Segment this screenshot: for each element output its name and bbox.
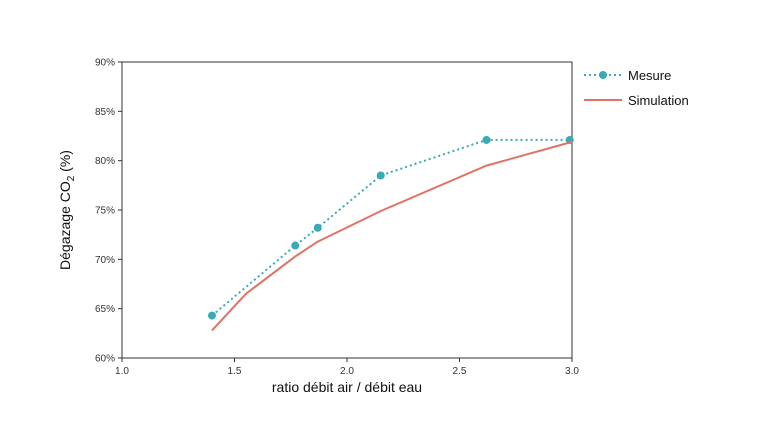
x-tick-label: 1.5	[228, 366, 242, 377]
legend: Mesure Simulation	[584, 68, 689, 108]
y-tick-label: 80%	[95, 156, 115, 167]
x-tick-label: 2.0	[340, 366, 354, 377]
x-tick-label: 1.0	[115, 366, 129, 377]
y-tick-label: 90%	[95, 58, 115, 69]
plot-area-frame	[121, 61, 573, 359]
series-line-simulation	[211, 140, 573, 332]
data-point-mesure	[208, 311, 216, 320]
legend-item-simulation: Simulation	[584, 93, 689, 108]
x-tick-label: 3.0	[565, 366, 579, 377]
y-axis-title: Dégazage CO2 (%)	[57, 150, 77, 270]
legend-item-mesure: Mesure	[584, 68, 671, 83]
legend-label-mesure: Mesure	[628, 68, 671, 83]
y-tick-label: 60%	[95, 354, 115, 365]
y-tick-label: 70%	[95, 255, 115, 266]
data-point-mesure	[482, 135, 491, 144]
y-axis: 60% 65% 70% 75% 80% 85% 90%	[95, 58, 122, 365]
legend-swatch-mesure-marker	[599, 71, 607, 79]
y-axis-title-subscript: 2	[66, 175, 77, 181]
x-tick-label: 2.5	[453, 366, 467, 377]
x-axis-title: ratio débit air / débit eau	[272, 379, 422, 395]
legend-label-simulation: Simulation	[628, 93, 689, 108]
data-point-mesure	[291, 241, 300, 250]
series-layer	[208, 135, 574, 332]
data-point-mesure	[376, 171, 385, 180]
y-tick-label: 85%	[95, 107, 115, 118]
y-axis-title-main: Dégazage CO	[57, 181, 73, 270]
y-tick-label: 65%	[95, 304, 115, 315]
series-line-mesure	[211, 138, 570, 317]
x-axis: 1.0 1.5 2.0 2.5 3.0	[115, 358, 579, 377]
y-tick-label: 75%	[95, 206, 115, 217]
y-axis-title-suffix: (%)	[57, 150, 73, 176]
data-point-mesure	[313, 223, 322, 232]
